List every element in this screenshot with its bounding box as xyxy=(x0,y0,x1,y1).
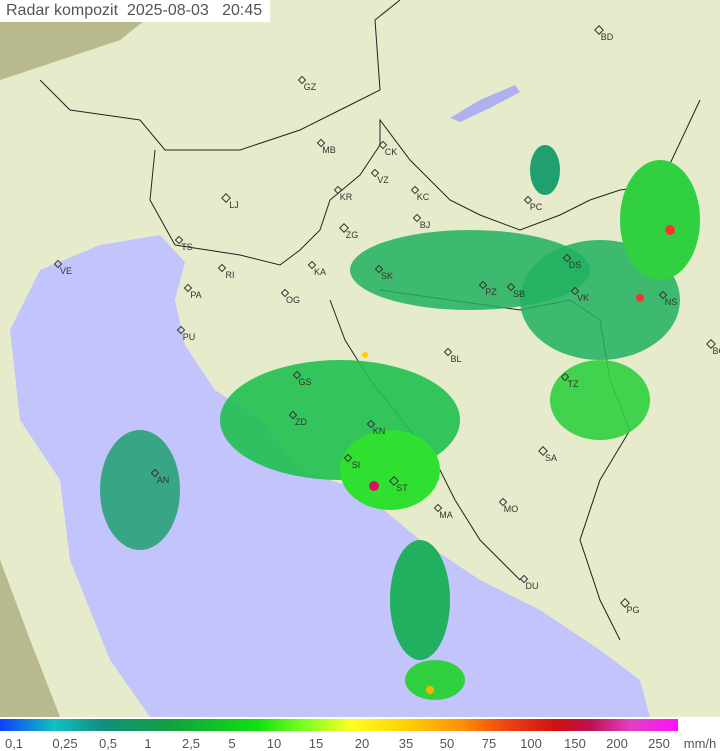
city-label: MO xyxy=(503,504,519,514)
legend-tick-label: 0,1 xyxy=(4,736,24,751)
city-label: DS xyxy=(568,260,582,270)
map-title: Radar kompozit 2025-08-03 20:45 xyxy=(0,0,271,22)
radar-coverage-outer xyxy=(0,0,170,717)
city-label: SI xyxy=(351,460,361,470)
title-date: 2025-08-03 xyxy=(126,2,209,19)
city-label: ZG xyxy=(345,230,359,240)
city-label: NS xyxy=(664,297,678,307)
city-label: BG xyxy=(712,346,720,356)
legend-tick-label: 20 xyxy=(354,736,370,751)
city-label: PU xyxy=(182,332,196,342)
adriatic-sea xyxy=(10,235,650,717)
legend-tick-label: 250 xyxy=(648,736,670,751)
city-label: GS xyxy=(298,377,312,387)
legend-tick-label: 50 xyxy=(439,736,455,751)
title-time: 20:45 xyxy=(222,2,263,19)
legend-tick-label: 75 xyxy=(481,736,497,751)
radar-map[interactable]: BD GZ MB CK VZ KR KC LJ PC ZG BJ TS VE RI KA SK DS PA OG PZ… xyxy=(0,0,720,717)
city-label: BL xyxy=(450,354,462,364)
city-label: SK xyxy=(380,271,394,281)
city-label: AN xyxy=(156,475,170,485)
city-label: DU xyxy=(525,581,539,591)
city-label: MB xyxy=(322,145,336,155)
city-label: KR xyxy=(339,192,353,202)
city-label: MA xyxy=(439,510,453,520)
city-label: KA xyxy=(313,267,327,277)
city-label: GZ xyxy=(303,82,317,92)
legend-tick-label: 0,5 xyxy=(98,736,118,751)
legend-tick-label: 150 xyxy=(564,736,586,751)
city-label: OG xyxy=(285,295,301,305)
legend-unit: mm/h xyxy=(683,736,717,751)
legend-tick-label: 1 xyxy=(144,736,152,751)
legend-tick-label: 5 xyxy=(228,736,236,751)
city-label: VE xyxy=(59,266,73,276)
legend-tick-label: 2,5 xyxy=(181,736,201,751)
precipitation xyxy=(100,145,700,700)
city-label: CK xyxy=(384,147,398,157)
city-label: SA xyxy=(544,453,558,463)
legend-tick-label: 200 xyxy=(606,736,628,751)
city-label: PG xyxy=(626,605,640,615)
precipitation-color-scale xyxy=(0,719,678,731)
city-label: BJ xyxy=(419,220,431,230)
city-label: VK xyxy=(576,293,590,303)
city-label: PC xyxy=(529,202,543,212)
city-label: TZ xyxy=(567,379,579,389)
legend-tick-label: 10 xyxy=(266,736,282,751)
city-label: SB xyxy=(512,289,526,299)
city-label: KN xyxy=(372,426,386,436)
city-label: BD xyxy=(600,32,614,42)
city-label: PA xyxy=(190,290,202,300)
city-label: TS xyxy=(181,242,193,252)
city-label: KC xyxy=(416,192,430,202)
city-label: PZ xyxy=(485,287,497,297)
city-label: LJ xyxy=(229,200,239,210)
legend-tick-label: 35 xyxy=(398,736,414,751)
title-text: Radar kompozit xyxy=(6,2,119,19)
city-label: ZD xyxy=(295,417,307,427)
map-canvas xyxy=(0,0,720,717)
legend-tick-label: 100 xyxy=(520,736,542,751)
legend-tick-label: 0,25 xyxy=(52,736,78,751)
lake-balaton xyxy=(450,85,520,122)
city-label: RI xyxy=(225,270,235,280)
city-label: ST xyxy=(396,483,408,493)
city-label: VZ xyxy=(377,175,389,185)
legend-tick-label: 15 xyxy=(308,736,324,751)
